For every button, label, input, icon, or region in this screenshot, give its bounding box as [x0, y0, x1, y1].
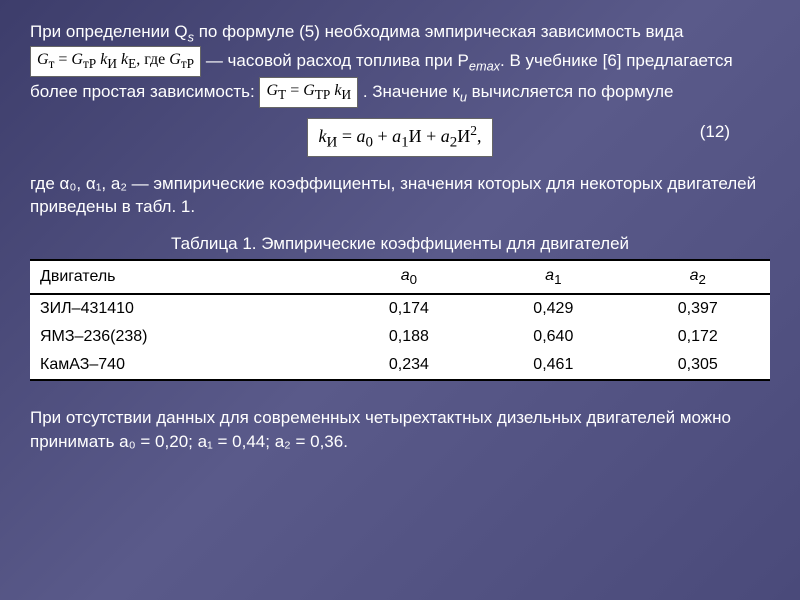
table-header-row: Двигатель a0 a1 a2 [30, 260, 770, 294]
text: — часовой расход топлива при P [206, 51, 469, 70]
cell: 0,188 [337, 323, 481, 351]
text: вычисляется по формуле [467, 82, 674, 101]
paragraph-3: При отсутствии данных для современных че… [30, 406, 770, 454]
table-row: ЗИЛ–431410 0,174 0,429 0,397 [30, 294, 770, 323]
text: по формуле (5) необходима эмпирическая з… [194, 22, 683, 41]
cell: 0,234 [337, 351, 481, 380]
col-header: a2 [626, 260, 770, 294]
coefficients-table: Двигатель a0 a1 a2 ЗИЛ–431410 0,174 0,42… [30, 259, 770, 381]
table-title: Таблица 1. Эмпирические коэффициенты для… [30, 234, 770, 254]
cell: 0,397 [626, 294, 770, 323]
cell: 0,640 [481, 323, 625, 351]
subscript: и [460, 89, 467, 104]
equation-number: (12) [700, 122, 730, 142]
cell: 0,461 [481, 351, 625, 380]
subscript: emax [469, 59, 500, 74]
inline-formula-1: Gт = GтP kИ kE, где GтP [30, 46, 201, 77]
col-header: a1 [481, 260, 625, 294]
col-header: Двигатель [30, 260, 337, 294]
table-body: ЗИЛ–431410 0,174 0,429 0,397 ЯМЗ–236(238… [30, 294, 770, 380]
cell: ЯМЗ–236(238) [30, 323, 337, 351]
main-formula: kИ = a0 + a1И + a2И2, [307, 118, 492, 157]
cell: 0,174 [337, 294, 481, 323]
table-row: КамАЗ–740 0,234 0,461 0,305 [30, 351, 770, 380]
cell: КамАЗ–740 [30, 351, 337, 380]
cell: 0,172 [626, 323, 770, 351]
cell: 0,305 [626, 351, 770, 380]
col-header: a0 [337, 260, 481, 294]
inline-formula-2: GТ = GТР kИ [259, 77, 358, 108]
cell: ЗИЛ–431410 [30, 294, 337, 323]
cell: 0,429 [481, 294, 625, 323]
paragraph-2: где α₀, α₁, a₂ — эмпирические коэффициен… [30, 172, 770, 220]
text: При определении Q [30, 22, 188, 41]
formula-block: kИ = a0 + a1И + a2И2, (12) [30, 118, 770, 157]
slide-content: При определении Qs по формуле (5) необхо… [30, 20, 770, 580]
paragraph-1: При определении Qs по формуле (5) необхо… [30, 20, 770, 108]
table-row: ЯМЗ–236(238) 0,188 0,640 0,172 [30, 323, 770, 351]
text: . Значение к [363, 82, 460, 101]
